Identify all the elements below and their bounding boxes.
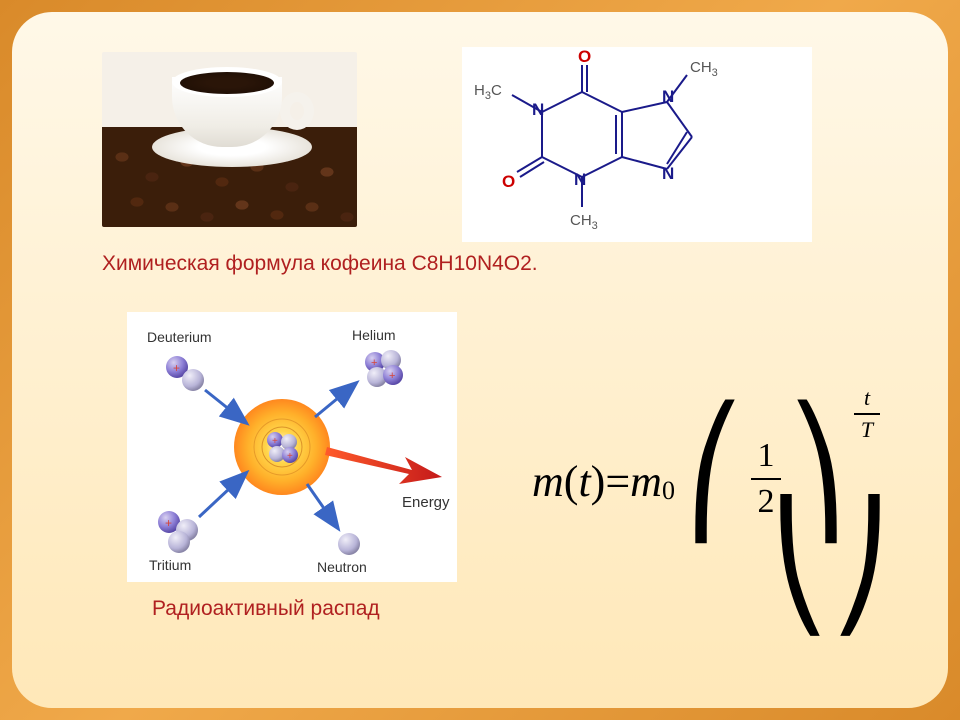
svg-text:+: + — [287, 451, 293, 462]
helium-group: + + — [315, 350, 403, 417]
coffee-cup — [172, 67, 292, 162]
f-pc: ) — [591, 456, 606, 507]
deuterium-group: + — [166, 356, 245, 422]
atom-O-top: O — [578, 47, 591, 66]
label-deuterium: Deuterium — [147, 329, 212, 345]
coffee-photo — [102, 52, 357, 227]
caption-decay: Радиоактивный распад — [152, 597, 380, 621]
svg-text:+: + — [173, 361, 180, 375]
label-tritium: Tritium — [149, 557, 191, 573]
fusion-diagram: + + + Deuterium — [127, 312, 457, 582]
atom-N1: N — [532, 100, 544, 119]
tritium-group: + — [158, 474, 245, 553]
fusion-core — [234, 399, 330, 495]
label-helium: Helium — [352, 327, 396, 343]
slide-frame-inner: O O N N N N H3C CH3 CH3 Химическая форму… — [12, 12, 948, 708]
f-t: t — [578, 456, 590, 507]
svg-text:+: + — [165, 516, 172, 530]
f-m0m: m — [630, 456, 662, 507]
energy-arrow — [325, 447, 442, 484]
svg-text:+: + — [389, 370, 395, 382]
svg-text:+: + — [272, 436, 278, 447]
f-m0s: 0 — [662, 476, 675, 506]
f-frac: 1 2 — [751, 437, 781, 521]
decay-formula: m(t) = m0 ⎛ ⎝ 1 2 ⎞ ⎠ t — [532, 387, 932, 557]
slide-content: O O N N N N H3C CH3 CH3 Химическая форму… — [62, 42, 918, 678]
neutron-group — [307, 484, 360, 555]
atom-N3: N — [574, 170, 586, 189]
label-energy: Energy — [402, 494, 450, 511]
atom-O-left: O — [502, 172, 515, 191]
atom-N7: N — [662, 87, 674, 106]
f-po: ( — [564, 456, 579, 507]
atom-N9: N — [662, 164, 674, 183]
caption-caffeine: Химическая формула кофеина C8H10N4O2. — [102, 252, 538, 276]
label-h3c-left: H3C — [474, 82, 502, 102]
label-neutron: Neutron — [317, 559, 367, 575]
f-eq: = — [605, 456, 630, 507]
label-ch3-top: CH3 — [690, 59, 718, 79]
label-ch3-bottom: CH3 — [570, 212, 598, 232]
slide-frame-outer: O O N N N N H3C CH3 CH3 Химическая форму… — [0, 0, 960, 720]
f-m: m — [532, 456, 564, 507]
caffeine-molecule: O O N N N N H3C CH3 CH3 — [462, 47, 812, 242]
f-exponent: t T — [854, 385, 880, 443]
